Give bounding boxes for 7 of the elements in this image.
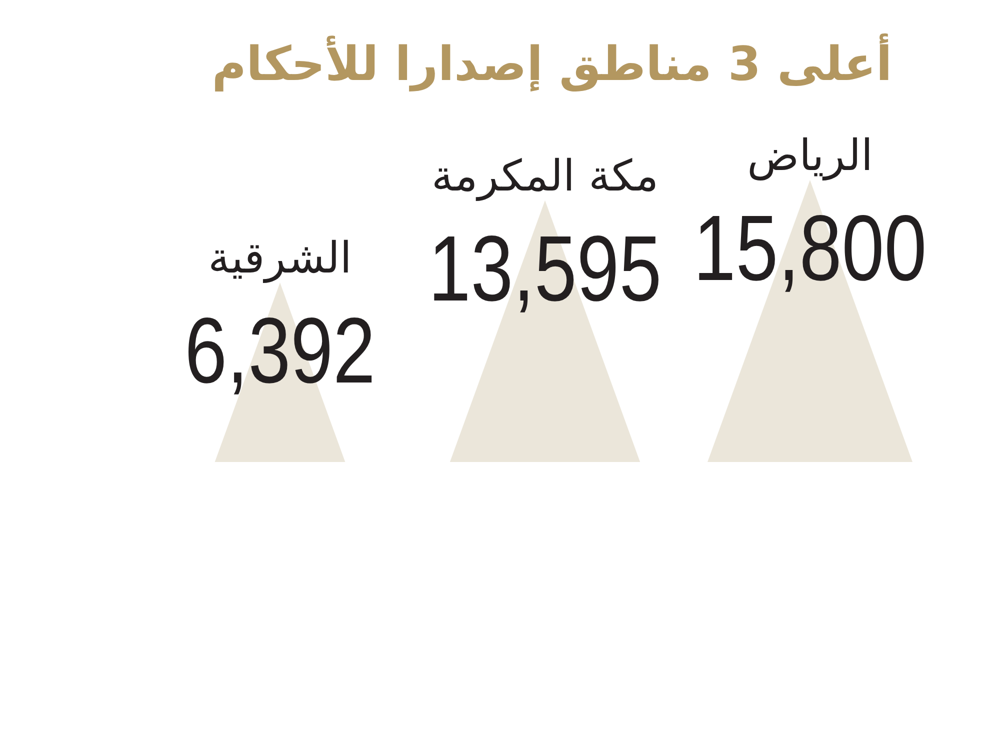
category-label: الشرقية: [208, 234, 352, 284]
data-label: 6,392: [184, 300, 376, 404]
category-label: مكة المكرمة: [432, 151, 658, 202]
data-label: 13,595: [428, 217, 662, 322]
text: أعلى 3 مناطق إصدارا للأحكام: [212, 33, 892, 92]
category-label: الرياض: [747, 131, 873, 181]
data-label: 15,800: [693, 196, 927, 301]
